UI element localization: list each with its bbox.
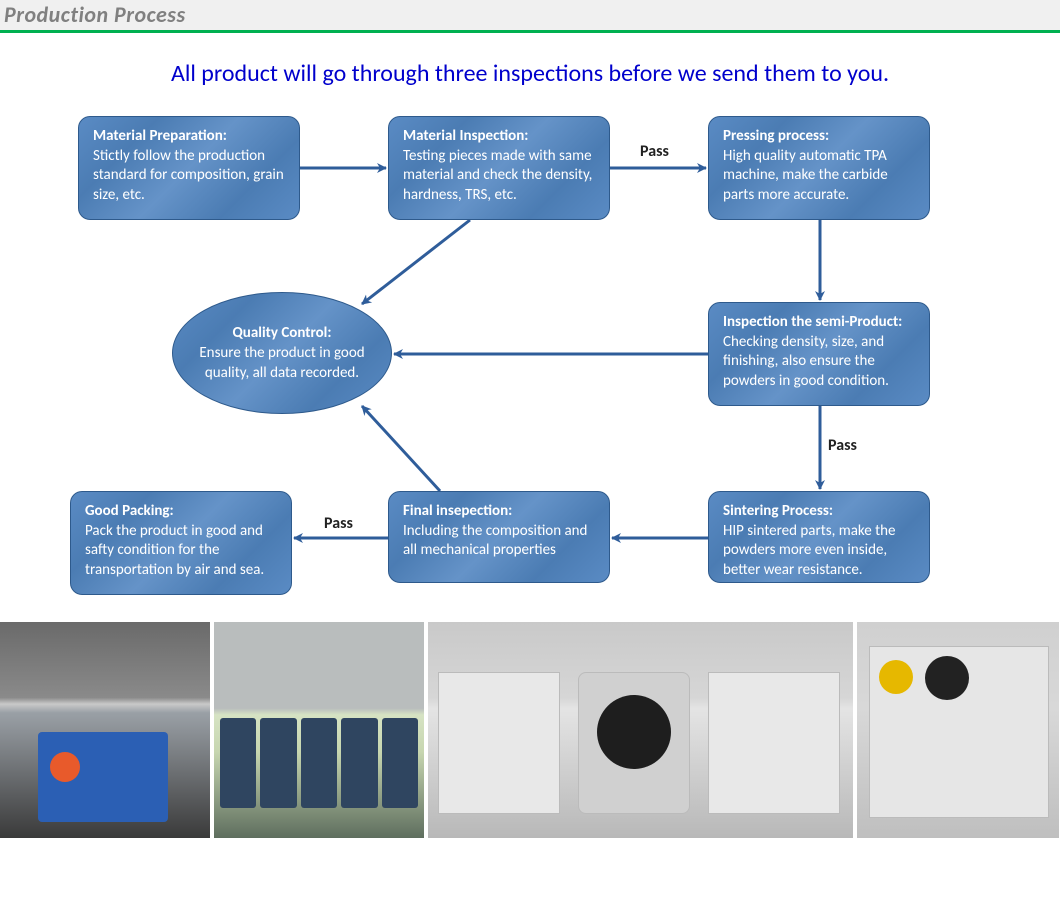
node-title: Quality Control: <box>191 323 373 343</box>
node-semi-product-inspection: Inspection the semi-Product: Checking de… <box>708 302 930 406</box>
node-good-packing: Good Packing: Pack the product in good a… <box>70 491 292 595</box>
header-title: Production Process <box>4 1 186 28</box>
node-title: Sintering Process: <box>723 502 915 522</box>
factory-photo-1 <box>0 622 210 838</box>
factory-photo-3 <box>428 622 853 838</box>
node-final-inspection: Final insepection: Including the composi… <box>388 491 610 583</box>
subtitle: All product will go through three inspec… <box>0 59 1060 88</box>
node-sintering-process: Sintering Process: HIP sintered parts, m… <box>708 491 930 583</box>
edge-label-pass-2: Pass <box>828 436 857 455</box>
node-body: Stictly follow the production standard f… <box>93 147 285 206</box>
factory-photo-4 <box>857 622 1059 838</box>
process-flowchart: Material Preparation: Stictly follow the… <box>0 106 1060 626</box>
node-title: Material Preparation: <box>93 127 285 147</box>
edge-label-pass-1: Pass <box>640 142 669 161</box>
node-title: Pressing process: <box>723 127 915 147</box>
edge-label-pass-3: Pass <box>324 514 353 533</box>
factory-photo-2 <box>214 622 424 838</box>
node-body: Pack the product in good and safty condi… <box>85 522 277 581</box>
node-title: Final insepection: <box>403 502 595 522</box>
node-quality-control: Quality Control: Ensure the product in g… <box>172 292 392 414</box>
node-title: Good Packing: <box>85 502 277 522</box>
node-material-inspection: Material Inspection: Testing pieces made… <box>388 116 610 220</box>
node-title: Material Inspection: <box>403 127 595 147</box>
node-body: High quality automatic TPA machine, make… <box>723 147 915 206</box>
node-body: Testing pieces made with same material a… <box>403 147 595 206</box>
node-title: Inspection the semi-Product: <box>723 313 915 333</box>
node-body: Including the composition and all mechan… <box>403 522 595 561</box>
factory-photo-strip <box>0 622 1060 838</box>
node-material-preparation: Material Preparation: Stictly follow the… <box>78 116 300 220</box>
section-header: Production Process <box>0 0 1060 33</box>
node-body: Ensure the product in good quality, all … <box>191 343 373 384</box>
node-pressing-process: Pressing process: High quality automatic… <box>708 116 930 220</box>
node-body: Checking density, size, and finishing, a… <box>723 333 915 392</box>
node-body: HIP sintered parts, make the powders mor… <box>723 522 915 581</box>
